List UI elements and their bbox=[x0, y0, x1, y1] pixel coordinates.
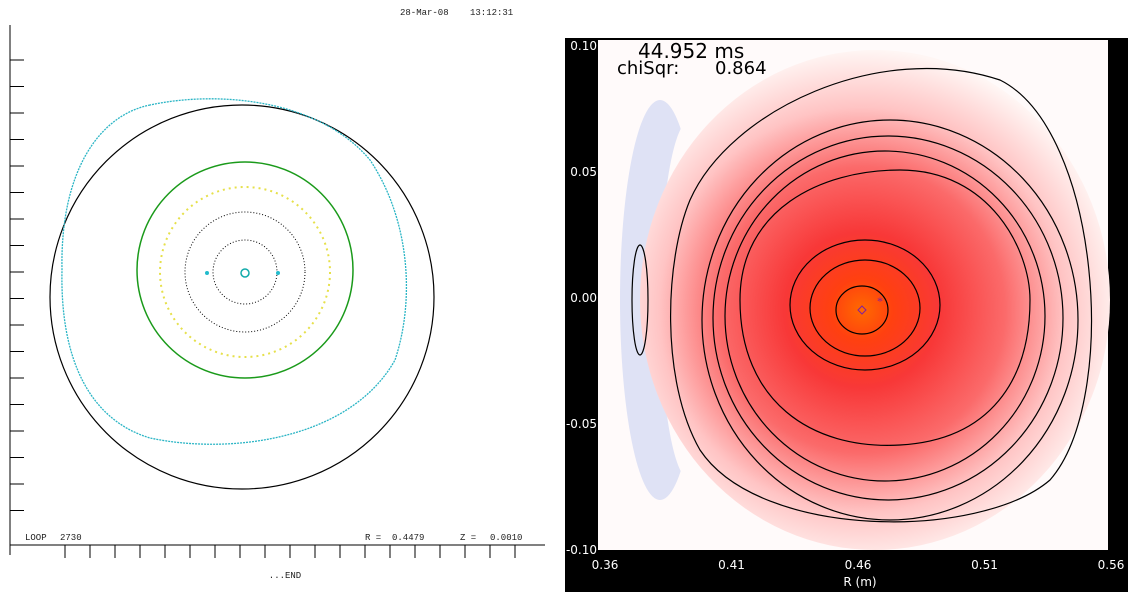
y-tick-label: -0.10 bbox=[566, 543, 597, 557]
x-tick-label: 0.46 bbox=[845, 558, 872, 572]
x-tick-label: 0.36 bbox=[592, 558, 619, 572]
x-tick-label: 0.51 bbox=[971, 558, 998, 572]
right-panel: * 44.952 ms chiSqr: 0.864 R (m) 0.36 0.41… bbox=[565, 38, 1128, 592]
contour bbox=[739, 169, 1031, 446]
x-tick-label: 0.56 bbox=[1098, 558, 1125, 572]
contour bbox=[712, 135, 1064, 501]
flux-surface bbox=[159, 186, 331, 358]
contour bbox=[669, 67, 1093, 523]
footer: ...END bbox=[269, 571, 301, 581]
time: 13:12:31 bbox=[470, 8, 513, 18]
left-panel: 28-Mar-08 13:12:31 LOOP 2730 R = 0.4479 … bbox=[9, 8, 545, 581]
y-tick-label: 0.00 bbox=[570, 291, 597, 305]
boundary bbox=[61, 98, 408, 445]
contour bbox=[809, 259, 921, 357]
contours bbox=[631, 67, 1093, 523]
tick-labels: 0.36 0.41 0.46 0.51 0.56 0.10 0.05 0.00 -0.05 -0.… bbox=[566, 39, 1124, 572]
marker bbox=[205, 271, 209, 275]
contour bbox=[701, 119, 1079, 521]
flux-surface bbox=[184, 211, 306, 333]
loop-label: LOOP bbox=[25, 533, 47, 543]
heatmap bbox=[640, 50, 1110, 550]
time-label: 44.952 ms bbox=[638, 39, 744, 63]
chisq-label: chiSqr: bbox=[617, 58, 679, 79]
flux-surface bbox=[212, 239, 278, 305]
axis-ticks bbox=[10, 59, 516, 558]
r-value: 0.4479 bbox=[392, 533, 424, 543]
y-tick-label: -0.05 bbox=[566, 417, 597, 431]
flux-surface bbox=[136, 161, 354, 379]
r-label: R = bbox=[365, 533, 381, 543]
date: 28-Mar-08 bbox=[400, 8, 449, 18]
chisq-value: 0.864 bbox=[715, 58, 767, 79]
axis-point bbox=[240, 268, 250, 278]
center-marker bbox=[857, 305, 867, 315]
vessel-wall bbox=[49, 104, 435, 490]
loop-number: 2730 bbox=[60, 533, 82, 543]
x-axis-label: R (m) bbox=[843, 575, 876, 589]
z-label: Z = bbox=[460, 533, 476, 543]
y-tick-label: 0.05 bbox=[570, 165, 597, 179]
contour bbox=[789, 239, 941, 371]
x-tick-label: 0.41 bbox=[718, 558, 745, 572]
y-tick-label: 0.10 bbox=[570, 39, 597, 53]
marker bbox=[276, 271, 280, 275]
contour bbox=[631, 244, 649, 356]
z-value: 0.0010 bbox=[490, 533, 522, 543]
axis-marker: * bbox=[877, 294, 883, 308]
contour bbox=[835, 285, 889, 335]
contour bbox=[724, 150, 1046, 482]
